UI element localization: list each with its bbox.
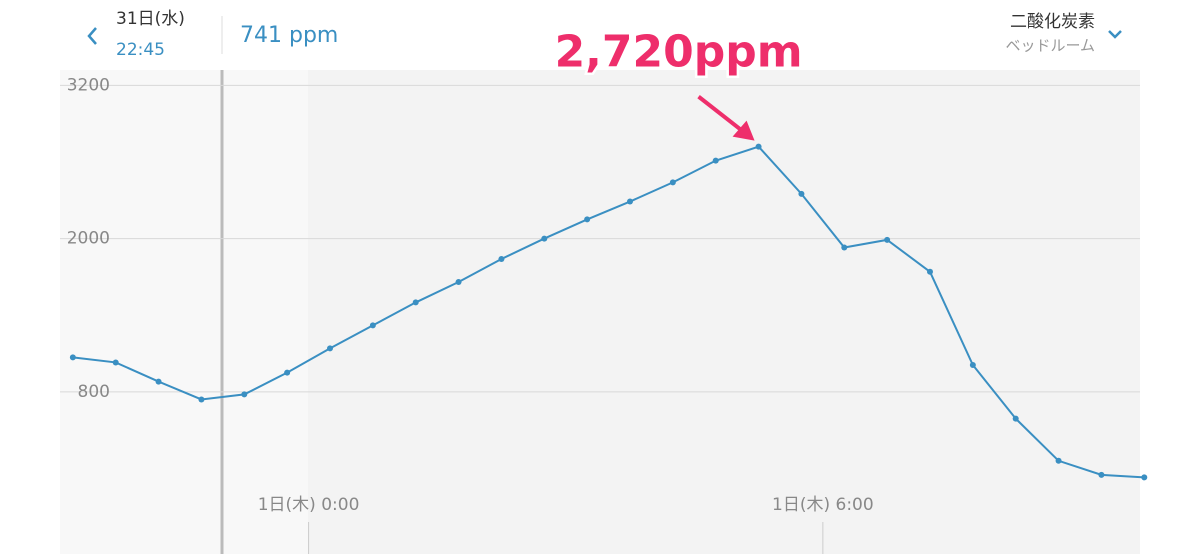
point bbox=[1098, 471, 1105, 478]
point bbox=[627, 198, 633, 205]
point bbox=[712, 157, 719, 164]
point bbox=[1141, 474, 1148, 481]
point bbox=[1055, 457, 1062, 464]
point bbox=[284, 369, 291, 376]
point bbox=[198, 396, 205, 403]
x-tick-label: 1日(木) 6:00 bbox=[772, 495, 874, 515]
annotation-arrowhead bbox=[732, 120, 755, 141]
point bbox=[755, 143, 762, 150]
annotation-arrow bbox=[697, 95, 746, 135]
x-tick-label: 1日(木) 0:00 bbox=[258, 495, 360, 515]
y-tick-label: 2000 bbox=[67, 229, 110, 249]
plot-bg-past bbox=[60, 70, 308, 554]
dropdown[interactable] bbox=[1108, 30, 1122, 39]
point bbox=[112, 359, 119, 366]
point bbox=[455, 278, 462, 285]
point bbox=[498, 256, 505, 263]
point bbox=[241, 391, 248, 398]
point bbox=[884, 236, 891, 243]
point bbox=[541, 235, 548, 242]
point bbox=[369, 322, 376, 329]
point bbox=[669, 179, 676, 186]
room: ベッドルーム bbox=[1005, 37, 1095, 55]
plot: 800 2000 3200 1日(木) 0:00 1日(木) 6:00 bbox=[60, 75, 1148, 554]
back-button[interactable] bbox=[87, 27, 97, 45]
line bbox=[72, 145, 1145, 479]
point bbox=[412, 299, 419, 306]
point bbox=[327, 345, 333, 352]
y-tick-label: 3200 bbox=[67, 75, 110, 95]
metric[interactable]: 二酸化炭素 bbox=[1010, 12, 1095, 32]
point bbox=[841, 244, 848, 251]
point bbox=[584, 216, 591, 223]
point bbox=[798, 190, 805, 197]
point bbox=[927, 268, 933, 275]
point bbox=[155, 378, 162, 385]
point bbox=[69, 354, 76, 361]
time: 22:45 bbox=[116, 40, 165, 60]
y-tick-label: 800 bbox=[78, 382, 110, 402]
reading: 741 ppm bbox=[240, 23, 338, 48]
point bbox=[969, 361, 976, 368]
annotation: 2,720ppm bbox=[555, 27, 803, 78]
point bbox=[1012, 415, 1019, 422]
date: 31日(水) bbox=[116, 9, 185, 29]
